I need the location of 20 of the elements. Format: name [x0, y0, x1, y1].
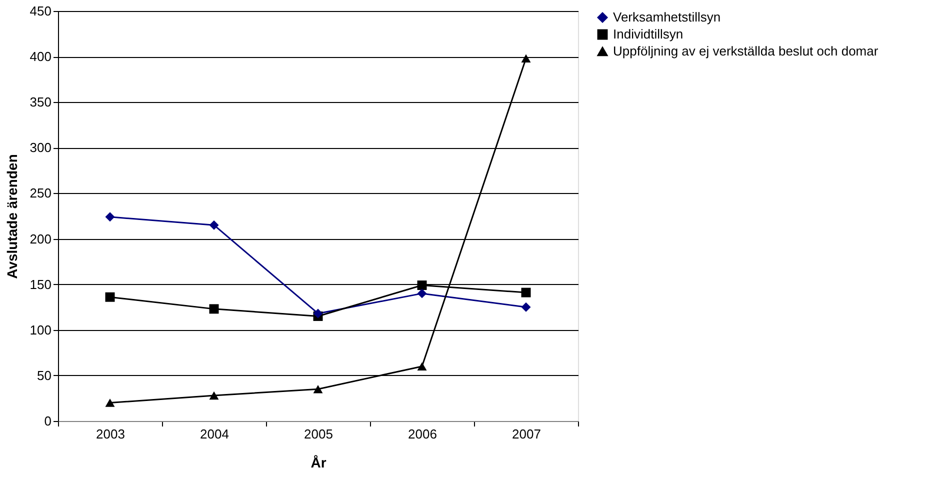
x-tick-label: 2004: [200, 426, 229, 442]
y-tick-label: 150: [30, 276, 52, 292]
y-tick-label: 100: [30, 322, 52, 338]
x-axis-title: År: [310, 454, 327, 470]
legend-label: Uppföljning av ej verkställda beslut och domar: [613, 44, 879, 58]
y-tick-label: 300: [30, 140, 52, 156]
x-tick-label: 2006: [408, 426, 437, 442]
x-tick-label: 2007: [512, 426, 541, 442]
y-tick-label: 0: [44, 414, 52, 428]
y-tick-label: 350: [30, 94, 52, 110]
x-tick-label: 2005: [304, 426, 333, 442]
legend-label: Individtillsyn: [613, 26, 684, 42]
y-tick-label: 50: [37, 368, 52, 383]
y-tick-label: 400: [30, 49, 52, 64]
y-tick-label: 250: [30, 186, 52, 201]
x-tick-label: 2003: [96, 426, 125, 442]
y-tick-label: 450: [30, 4, 52, 18]
legend-label: Verksamhetstillsyn: [613, 10, 721, 24]
y-axis-title: Avslutade ärenden: [4, 154, 20, 279]
y-tick-label: 200: [30, 231, 52, 246]
